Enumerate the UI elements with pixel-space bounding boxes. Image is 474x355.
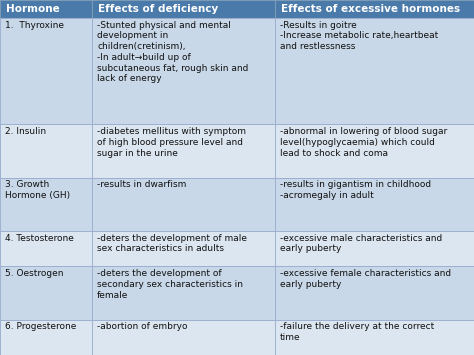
Bar	[92, 0, 275, 18]
Text: -results in dwarfism: -results in dwarfism	[97, 180, 187, 189]
Text: -results in gigantism in childhood
-acromegaly in adult: -results in gigantism in childhood -acro…	[280, 180, 431, 200]
Text: 6. Progesterone: 6. Progesterone	[5, 322, 76, 331]
Text: -Stunted physical and mental
development in
children(cretinism),
-In adult→build: -Stunted physical and mental development…	[97, 21, 248, 83]
Text: -Results in goitre
-Increase metabolic rate,heartbeat
and restlessness: -Results in goitre -Increase metabolic r…	[280, 21, 438, 51]
Text: 5. Oestrogen: 5. Oestrogen	[5, 269, 63, 278]
Text: -diabetes mellitus with symptom
of high blood pressure level and
sugar in the ur: -diabetes mellitus with symptom of high …	[97, 127, 246, 158]
Bar	[92, 124, 275, 178]
Bar	[0, 231, 92, 266]
Text: -abnormal in lowering of blood sugar
level(hypoglycaemia) which could
lead to sh: -abnormal in lowering of blood sugar lev…	[280, 127, 447, 158]
Bar	[275, 320, 474, 355]
Text: -failure the delivery at the correct
time: -failure the delivery at the correct tim…	[280, 322, 434, 342]
Text: -excessive male characteristics and
early puberty: -excessive male characteristics and earl…	[280, 234, 442, 253]
Bar	[275, 231, 474, 266]
Bar	[92, 18, 275, 124]
Text: Effects of deficiency: Effects of deficiency	[98, 4, 219, 14]
Bar	[275, 0, 474, 18]
Bar	[0, 18, 92, 124]
Text: Hormone: Hormone	[6, 4, 59, 14]
Bar	[92, 178, 275, 231]
Bar	[275, 18, 474, 124]
Bar	[275, 124, 474, 178]
Bar	[0, 124, 92, 178]
Bar	[0, 320, 92, 355]
Bar	[0, 0, 92, 18]
Text: -abortion of embryo: -abortion of embryo	[97, 322, 188, 331]
Text: -deters the development of male
sex characteristics in adults: -deters the development of male sex char…	[97, 234, 247, 253]
Text: 2. Insulin: 2. Insulin	[5, 127, 46, 136]
Text: -deters the development of
secondary sex characteristics in
female: -deters the development of secondary sex…	[97, 269, 243, 300]
Bar	[275, 178, 474, 231]
Bar	[0, 178, 92, 231]
Text: -excessive female characteristics and
early puberty: -excessive female characteristics and ea…	[280, 269, 451, 289]
Text: 4. Testosterone: 4. Testosterone	[5, 234, 73, 242]
Text: Effects of excessive hormones: Effects of excessive hormones	[281, 4, 460, 14]
Bar	[92, 231, 275, 266]
Text: 1.  Thyroxine: 1. Thyroxine	[5, 21, 64, 29]
Bar	[275, 266, 474, 320]
Bar	[92, 320, 275, 355]
Text: 3. Growth
Hormone (GH): 3. Growth Hormone (GH)	[5, 180, 70, 200]
Bar	[92, 266, 275, 320]
Bar	[0, 266, 92, 320]
